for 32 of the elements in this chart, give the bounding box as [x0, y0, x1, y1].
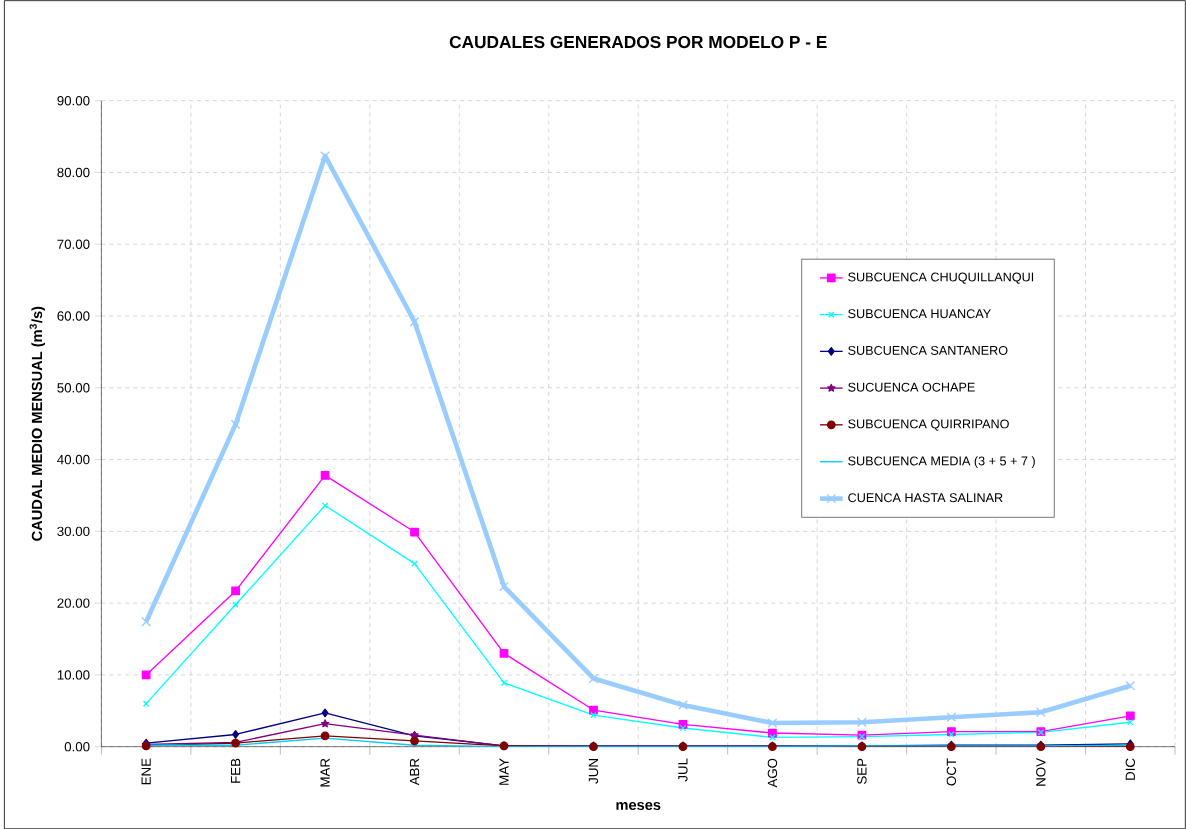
- legend-label: SUCUENCA OCHAPE: [848, 382, 975, 392]
- x-tick-label: MAR: [320, 758, 330, 787]
- legend-label: SUBCUENCA CHUQUILLANQUI: [848, 272, 1034, 284]
- x-tick-label: DIC: [1125, 758, 1136, 780]
- y-tick-label: 10.00: [57, 669, 90, 680]
- legend-label: CUENCA HASTA SALINAR: [848, 493, 1003, 502]
- y-tick-label: 70.00: [57, 239, 90, 249]
- chart-title: CAUDALES GENERADOS POR MODELO P - E: [449, 35, 827, 48]
- legend-label: SUBCUENCA SANTANERO: [848, 345, 1008, 355]
- x-tick-label: AGO: [767, 758, 778, 788]
- y-tick-label: 60.00: [57, 311, 90, 321]
- y-axis-title: CAUDAL MEDIO MENSUAL (m$^{3}$/s): [29, 306, 45, 541]
- y-tick-label: 0.00: [64, 741, 90, 752]
- x-tick-label: NOV: [1036, 757, 1046, 786]
- legend-label: SUBCUENCA HUANCAY: [848, 309, 991, 318]
- x-tick-label: OCT: [946, 758, 957, 786]
- x-tick-label: MAY: [499, 758, 509, 785]
- x-tick-label: FEB: [231, 758, 241, 783]
- legend-label: SUBCUENCA MEDIA (3 + 5 + 7 ): [848, 455, 1035, 468]
- y-tick-label: 50.00: [57, 382, 90, 393]
- x-tick-label: ABR: [409, 758, 420, 786]
- y-tick-label: 90.00: [57, 95, 90, 106]
- legend-label: SUBCUENCA QUIRRIPANO: [848, 419, 1009, 431]
- x-tick-label: JUL: [678, 758, 688, 782]
- x-tick-label: SEP: [857, 758, 867, 784]
- x-tick-label: JUN: [588, 758, 599, 784]
- y-tick-label: 20.00: [57, 598, 90, 608]
- y-tick-label: 30.00: [57, 526, 90, 536]
- x-tick-label: ENE: [141, 758, 151, 785]
- y-tick-label: 40.00: [57, 454, 90, 465]
- y-tick-label: 80.00: [57, 167, 90, 177]
- x-axis-title: meses: [616, 801, 661, 810]
